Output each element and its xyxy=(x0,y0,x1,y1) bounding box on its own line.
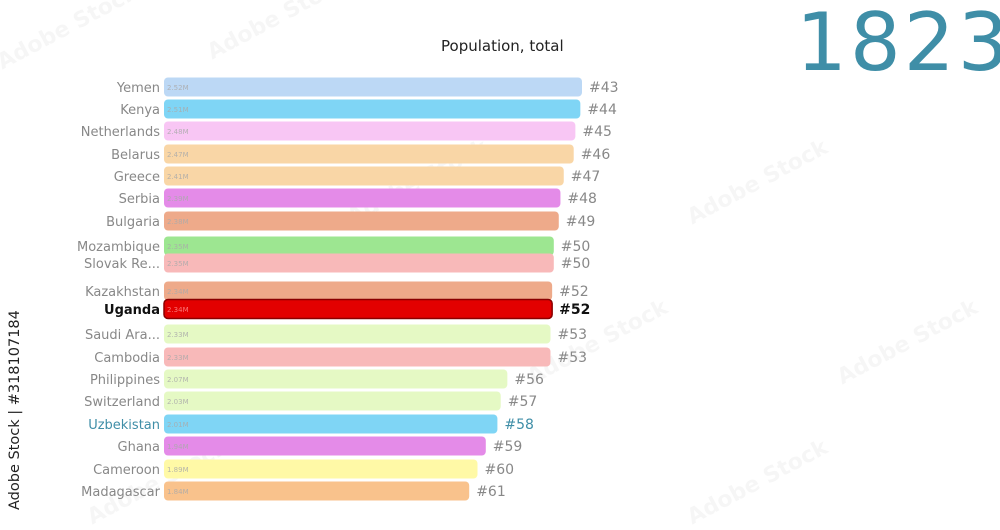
bar xyxy=(164,324,551,344)
category-label: Uzbekistan xyxy=(88,418,160,433)
bar xyxy=(164,77,582,97)
bar xyxy=(164,121,576,141)
rank-label: #50 xyxy=(561,239,591,255)
data-label: 2.34M xyxy=(167,306,189,314)
category-label: Switzerland xyxy=(84,395,160,410)
data-label: 2.47M xyxy=(167,151,189,159)
bar xyxy=(164,99,581,119)
category-label: Yemen xyxy=(116,81,160,96)
bar xyxy=(164,391,501,411)
category-label: Mozambique xyxy=(77,240,160,255)
rank-label: #58 xyxy=(504,417,534,433)
rank-label: #53 xyxy=(557,327,587,343)
rank-label: #47 xyxy=(571,169,601,185)
bar xyxy=(164,211,559,231)
rank-label: #60 xyxy=(485,462,515,478)
rank-label: #44 xyxy=(587,102,617,118)
data-label: 1.84M xyxy=(167,488,189,496)
data-label: 2.33M xyxy=(167,354,189,362)
category-label: Greece xyxy=(114,170,160,185)
category-label: Saudi Ara... xyxy=(85,328,160,343)
bar xyxy=(164,347,551,367)
rank-label: #57 xyxy=(508,394,538,410)
bar xyxy=(164,166,564,186)
category-label: Bulgaria xyxy=(106,215,160,230)
data-label: 2.03M xyxy=(167,398,189,406)
data-label: 2.35M xyxy=(167,260,189,268)
rank-label: #53 xyxy=(557,350,587,366)
data-label: 1.94M xyxy=(167,443,189,451)
category-label: Serbia xyxy=(119,192,160,207)
category-label: Cameroon xyxy=(93,463,160,478)
rank-label: #59 xyxy=(493,439,523,455)
data-label: 2.07M xyxy=(167,376,189,384)
bar xyxy=(164,236,554,256)
rank-label: #50 xyxy=(561,256,591,272)
data-label: 2.01M xyxy=(167,421,189,429)
bar xyxy=(163,298,553,320)
bar xyxy=(164,414,498,434)
rank-label: #49 xyxy=(566,214,596,230)
bar xyxy=(164,369,508,389)
rank-label: #52 xyxy=(559,302,590,318)
bar xyxy=(164,144,574,164)
bar xyxy=(164,253,554,273)
category-label: Cambodia xyxy=(94,351,160,366)
rank-label: #46 xyxy=(581,147,611,163)
data-label: 2.38M xyxy=(167,218,189,226)
chart-title: Population, total xyxy=(441,37,564,55)
rank-label: #45 xyxy=(582,124,612,140)
data-label: 2.41M xyxy=(167,173,189,181)
rank-label: #56 xyxy=(514,372,544,388)
category-label: Madagascar xyxy=(81,485,161,500)
data-label: 2.34M xyxy=(167,288,189,296)
bar xyxy=(164,459,478,479)
category-label: Slovak Re... xyxy=(84,257,160,272)
category-label: Philippines xyxy=(90,373,160,388)
category-label: Belarus xyxy=(111,148,160,163)
year-label: 1823 xyxy=(796,0,1000,89)
rank-label: #48 xyxy=(567,191,597,207)
rank-label: #52 xyxy=(559,284,589,300)
data-label: 2.48M xyxy=(167,128,189,136)
bar xyxy=(164,481,470,501)
rank-label: #43 xyxy=(589,80,619,96)
data-label: 2.52M xyxy=(167,84,189,92)
category-label: Ghana xyxy=(118,440,161,455)
category-label: Kazakhstan xyxy=(85,285,160,300)
data-label: 2.51M xyxy=(167,106,189,114)
data-label: 2.33M xyxy=(167,331,189,339)
bar xyxy=(164,436,486,456)
watermark-text: Adobe Stock | #318107184 xyxy=(7,310,23,510)
data-label: 2.35M xyxy=(167,243,189,251)
rank-label: #61 xyxy=(476,484,506,500)
category-label: Kenya xyxy=(120,103,160,118)
bar xyxy=(164,188,561,208)
bar xyxy=(164,281,553,301)
category-label: Netherlands xyxy=(81,125,160,140)
data-label: 2.39M xyxy=(167,195,189,203)
category-label: Uganda xyxy=(104,303,160,318)
data-label: 1.89M xyxy=(167,466,189,474)
